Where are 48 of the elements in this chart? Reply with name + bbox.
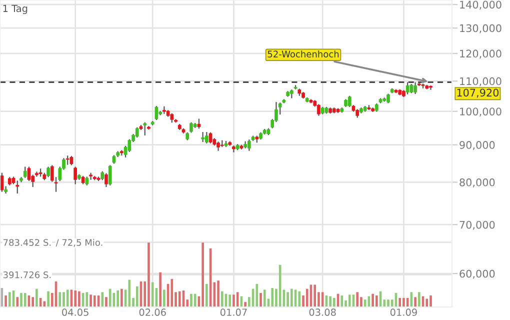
candlestick (216, 141, 220, 152)
candlestick (16, 180, 20, 194)
y2-tick-label: 391.726 S. (3, 271, 51, 278)
candlestick (197, 118, 201, 130)
candlestick (406, 82, 410, 95)
candlestick (410, 83, 414, 94)
y-tick-label: 110,000 (460, 77, 502, 86)
candlestick (348, 95, 352, 108)
candlestick (108, 164, 112, 186)
candlestick (205, 131, 208, 144)
y-tick-label: 100,000 (460, 108, 502, 117)
x-tick-label: 01.07 (220, 308, 247, 316)
candlestick (414, 82, 417, 95)
candlestick (66, 155, 70, 166)
candlestick (27, 166, 31, 182)
candlestick (317, 104, 320, 116)
candlestick (386, 93, 390, 104)
y-tick-label: 70,000 (460, 220, 495, 230)
candlestick (143, 122, 147, 136)
candlestick (201, 131, 204, 143)
y-tick-label: 140,000 (460, 0, 502, 10)
x-tick-label: 03.08 (309, 308, 336, 316)
x-tick-label: 04.05 (62, 308, 88, 316)
candlestick (248, 138, 251, 152)
x-tick-label: 02.06 (139, 308, 166, 316)
candlestick (135, 126, 139, 138)
y2-tick-label: 783.452 S. (4, 239, 51, 246)
text: 107,920 (457, 88, 499, 98)
candlestick (70, 155, 74, 166)
candlestick (104, 172, 108, 188)
candlestick (46, 166, 50, 178)
candlestick (74, 166, 78, 185)
annotation: 52-Wochenhoch (268, 50, 339, 58)
candlestick (429, 84, 432, 90)
candlestick (190, 122, 193, 134)
candlestick (23, 166, 27, 178)
y-tick-label: 60,000 (460, 270, 495, 279)
y-tick-label: 90,000 (460, 141, 495, 150)
y-tick-label: 80,000 (460, 178, 495, 188)
candlestick (208, 132, 212, 144)
y-tick-label: 120,000 (460, 50, 502, 59)
chart-subtitle: 1 Tag (3, 4, 28, 14)
annotation: / 72,5 Mio. (56, 238, 102, 247)
candlestick (89, 172, 92, 180)
y-tick-label: 130,000 (460, 24, 502, 34)
x-tick-label: 01.09 (390, 308, 417, 316)
candlestick (170, 112, 174, 124)
candlestick (232, 144, 236, 153)
